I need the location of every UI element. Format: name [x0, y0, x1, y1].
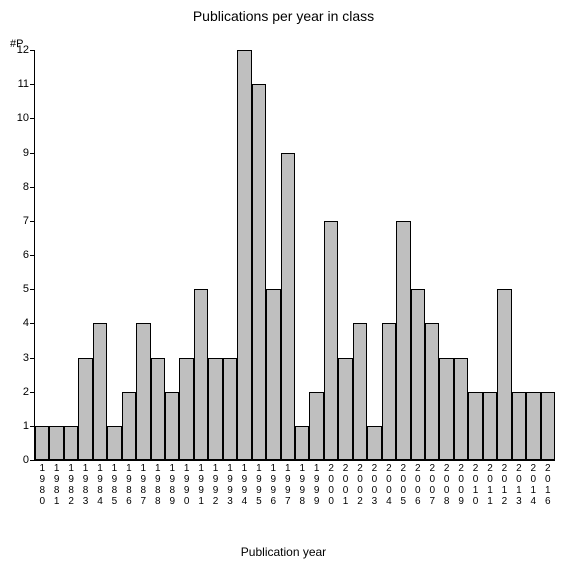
- x-tick-label: 2012: [497, 460, 511, 507]
- bar: [497, 289, 511, 460]
- y-tick-label: 0: [23, 454, 35, 466]
- x-tick-label: 2009: [454, 460, 468, 507]
- bar: [151, 358, 165, 461]
- bar: [309, 392, 323, 460]
- x-tick-label: 1991: [194, 460, 208, 507]
- bar: [64, 426, 78, 460]
- bar: [425, 323, 439, 460]
- chart-container: Publications per year in class #P 012345…: [0, 0, 567, 567]
- x-tick-label: 1983: [79, 460, 93, 507]
- bar: [382, 323, 396, 460]
- y-tick-label: 5: [23, 283, 35, 295]
- y-tick-label: 6: [23, 249, 35, 261]
- bar: [454, 358, 468, 461]
- bar: [237, 50, 251, 460]
- x-tick-label: 1994: [237, 460, 251, 507]
- x-tick-label: 2007: [425, 460, 439, 507]
- x-tick-label: 1993: [223, 460, 237, 507]
- bar: [526, 392, 540, 460]
- x-tick-label: 1981: [50, 460, 64, 507]
- bar: [49, 426, 63, 460]
- bar: [179, 358, 193, 461]
- x-tick-label: 1999: [310, 460, 324, 507]
- bar: [208, 358, 222, 461]
- bar: [295, 426, 309, 460]
- bar: [281, 153, 295, 461]
- x-tick-label: 2000: [324, 460, 338, 507]
- chart-title: Publications per year in class: [0, 8, 567, 24]
- bar: [93, 323, 107, 460]
- y-tick-label: 4: [23, 317, 35, 329]
- bar: [35, 426, 49, 460]
- bar: [541, 392, 555, 460]
- y-tick-label: 10: [17, 112, 35, 124]
- x-tick-label: 1984: [93, 460, 107, 507]
- y-tick-label: 7: [23, 215, 35, 227]
- y-tick-label: 1: [23, 420, 35, 432]
- x-tick-label: 1989: [165, 460, 179, 507]
- bar: [223, 358, 237, 461]
- bar: [107, 426, 121, 460]
- y-tick-label: 8: [23, 181, 35, 193]
- x-tick-label: 2008: [440, 460, 454, 507]
- x-tick-label: 2011: [483, 460, 497, 507]
- x-tick-label: 1982: [64, 460, 78, 507]
- bar: [396, 221, 410, 460]
- x-axis-label: Publication year: [0, 545, 567, 559]
- y-tick-label: 9: [23, 147, 35, 159]
- bar: [353, 323, 367, 460]
- x-tick-label: 2004: [382, 460, 396, 507]
- x-tick-label: 1986: [122, 460, 136, 507]
- bar: [194, 289, 208, 460]
- x-tick-label: 1995: [252, 460, 266, 507]
- x-tick-label: 2005: [396, 460, 410, 507]
- x-tick-label: 2010: [469, 460, 483, 507]
- bar: [338, 358, 352, 461]
- bar: [439, 358, 453, 461]
- x-tick-label: 1987: [136, 460, 150, 507]
- bar: [411, 289, 425, 460]
- x-tick-label: 2006: [411, 460, 425, 507]
- x-tick-label: 1980: [35, 460, 49, 507]
- bar: [367, 426, 381, 460]
- bar: [324, 221, 338, 460]
- x-tick-label: 2014: [526, 460, 540, 507]
- x-tick-label: 2002: [353, 460, 367, 507]
- bar: [266, 289, 280, 460]
- bar: [483, 392, 497, 460]
- bar: [252, 84, 266, 460]
- x-tick-label: 1988: [151, 460, 165, 507]
- y-tick-label: 11: [18, 78, 35, 90]
- bar: [512, 392, 526, 460]
- plot-area: 0123456789101112198019811982198319841985…: [34, 50, 555, 461]
- x-tick-label: 1998: [295, 460, 309, 507]
- x-tick-label: 1992: [209, 460, 223, 507]
- x-tick-label: 2003: [367, 460, 381, 507]
- bar: [468, 392, 482, 460]
- x-tick-label: 1997: [281, 460, 295, 507]
- x-tick-label: 1990: [180, 460, 194, 507]
- bar: [122, 392, 136, 460]
- bar: [136, 323, 150, 460]
- y-tick-label: 12: [17, 44, 35, 56]
- bar: [78, 358, 92, 461]
- x-tick-label: 2013: [512, 460, 526, 507]
- x-tick-label: 1985: [107, 460, 121, 507]
- y-tick-label: 3: [23, 352, 35, 364]
- x-tick-label: 2001: [339, 460, 353, 507]
- x-tick-label: 1996: [266, 460, 280, 507]
- y-tick-label: 2: [23, 386, 35, 398]
- bar: [165, 392, 179, 460]
- x-tick-label: 2016: [541, 460, 555, 507]
